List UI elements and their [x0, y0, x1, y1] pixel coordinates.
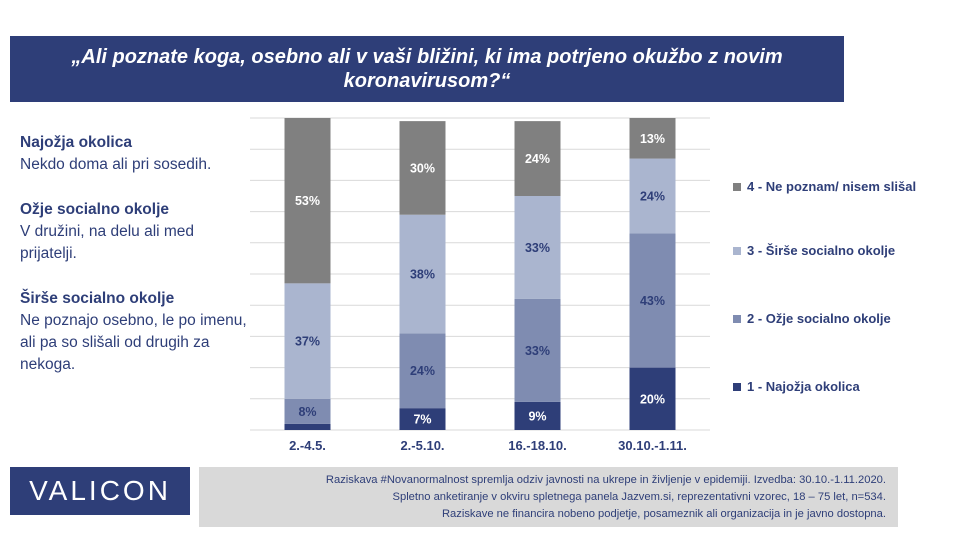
- legend-item: 3 - Širše socialno okolje: [733, 243, 895, 258]
- bar-segment: [629, 367, 676, 430]
- bar-segment: [284, 118, 331, 284]
- definition-desc: V družini, na delu ali med prijatelji.: [20, 223, 195, 262]
- logo-text: VALICON: [29, 475, 171, 506]
- legend-item: 1 - Najožja okolica: [733, 379, 860, 394]
- data-label: 9%: [528, 409, 546, 423]
- legend-swatch: [733, 314, 741, 323]
- x-tick-label: 2.-4.5.: [289, 438, 326, 453]
- legend-label: 3 - Širše socialno okolje: [747, 243, 896, 258]
- bar-segment: [399, 121, 446, 215]
- definition-term: Najožja okolica: [20, 134, 132, 151]
- valicon-logo: VALICON: [10, 467, 190, 515]
- data-label: 20%: [640, 392, 665, 406]
- legend-item: 4 - Ne poznam/ nisem slišal: [733, 179, 916, 194]
- bar-segment: [399, 408, 446, 430]
- data-label: 38%: [410, 268, 435, 282]
- bar-segment: [629, 233, 676, 368]
- footnote-line: Raziskave ne financira nobeno podjetje, …: [441, 508, 886, 520]
- data-label: 43%: [640, 294, 665, 308]
- data-label: 24%: [640, 190, 665, 204]
- bar-segment: [514, 121, 561, 196]
- definition-term: Širše socialno okolje: [20, 290, 175, 307]
- x-tick-label: 2.-5.10.: [400, 438, 444, 453]
- data-label: 33%: [525, 344, 550, 358]
- bar-segment: [514, 401, 561, 430]
- data-label: 53%: [295, 194, 320, 208]
- bar-segment: [629, 118, 676, 159]
- bar-segment: [284, 423, 331, 430]
- legend-item: 2 - Ožje socialno okolje: [733, 311, 891, 326]
- bar-segment: [514, 298, 561, 402]
- data-label: 8%: [298, 405, 316, 419]
- footnote: Raziskava #Novanormalnost spremlja odziv…: [199, 467, 898, 527]
- legend-label: 1 - Najožja okolica: [747, 379, 860, 394]
- bar-segment: [629, 158, 676, 234]
- legend-label: 4 - Ne poznam/ nisem slišal: [747, 179, 917, 194]
- legend-swatch: [733, 246, 741, 255]
- bar-segment: [514, 196, 561, 299]
- title-bar: „Ali poznate koga, osebno ali v vaši bli…: [10, 36, 844, 102]
- footnote-line: Raziskava #Novanormalnost spremlja odziv…: [325, 474, 886, 486]
- data-label: 37%: [295, 335, 320, 349]
- definition-sirse: Širše socialno okolje Ne poznajo osebno,…: [20, 288, 250, 376]
- data-label: 30%: [410, 161, 435, 175]
- chart-title: „Ali poznate koga, osebno ali v vaši bli…: [71, 46, 783, 92]
- x-tick-label: 16.-18.10.: [508, 438, 567, 453]
- legend-swatch: [733, 382, 741, 391]
- data-label: 13%: [640, 132, 665, 146]
- definition-najozja: Najožja okolica Nekdo doma ali pri sosed…: [20, 132, 250, 176]
- data-label: 7%: [413, 413, 431, 427]
- bar-segment: [284, 398, 331, 424]
- bar-segment: [399, 214, 446, 334]
- footnote-line: Spletno anketiranje v okviru spletnega p…: [392, 491, 886, 503]
- definition-term: Ožje socialno okolje: [20, 201, 170, 218]
- legend-label: 2 - Ožje socialno okolje: [747, 311, 891, 326]
- definition-ozje: Ožje socialno okolje V družini, na delu …: [20, 199, 250, 265]
- legend-swatch: [733, 182, 741, 191]
- definition-desc: Ne poznajo osebno, le po imenu, ali pa s…: [20, 312, 247, 373]
- bar-segment: [284, 283, 331, 399]
- bar-segment: [399, 333, 446, 409]
- definition-desc: Nekdo doma ali pri sosedih.: [20, 156, 212, 173]
- x-tick-label: 30.10.-1.11.: [618, 438, 687, 453]
- data-label: 33%: [525, 241, 550, 255]
- data-label: 24%: [410, 364, 435, 378]
- data-label: 24%: [525, 152, 550, 166]
